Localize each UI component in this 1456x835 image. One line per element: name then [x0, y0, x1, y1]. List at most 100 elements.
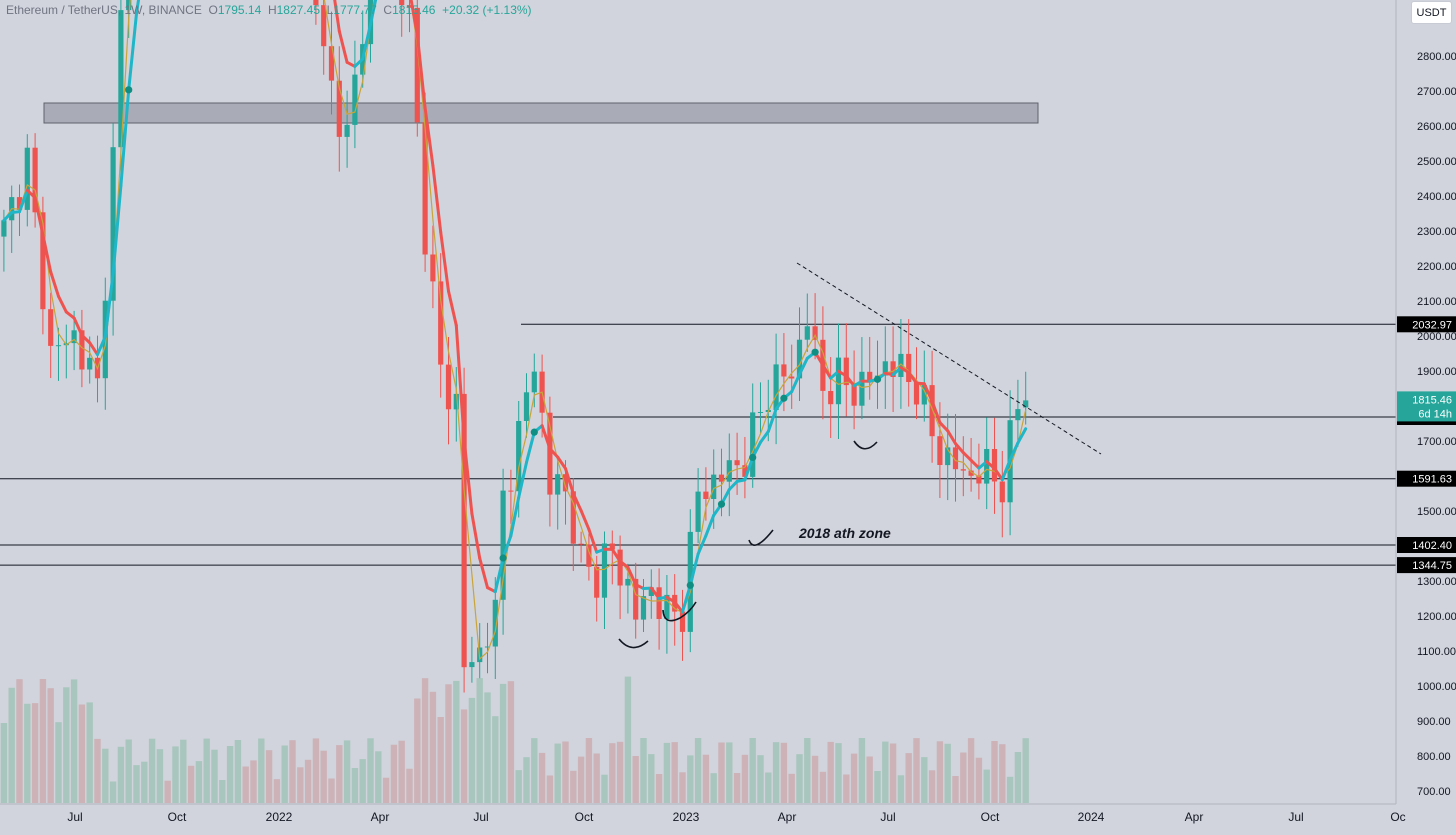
volume-bar [375, 751, 381, 803]
volume-bar [71, 679, 77, 803]
volume-bar [906, 753, 912, 803]
candle-body [735, 460, 740, 465]
time-tick-label: Oc [1390, 810, 1405, 824]
price-tick-label: 1900.00 [1417, 366, 1456, 378]
time-tick-label: Jul [880, 810, 895, 824]
candle-body [25, 148, 30, 210]
volume-bar [991, 741, 997, 803]
ema-dot [749, 454, 756, 461]
high-value: 1827.45 [277, 3, 320, 17]
volume-bar [313, 738, 319, 803]
volume-bar [945, 744, 951, 803]
volume-bar [976, 758, 982, 803]
volume-bar [40, 679, 46, 803]
price-tick-label: 2300.00 [1417, 226, 1456, 238]
currency-button[interactable]: USDT [1411, 1, 1452, 24]
volume-bar [531, 738, 537, 803]
volume-bar [968, 738, 974, 803]
volume-bar [321, 751, 327, 803]
volume-bar [399, 741, 405, 803]
candle-body [961, 469, 966, 470]
candle-body [1, 220, 6, 236]
volume-bar [172, 746, 178, 803]
time-tick-label: Jul [473, 810, 488, 824]
volume-bar [578, 757, 584, 803]
candle-body [805, 326, 810, 339]
volume-bar [141, 762, 147, 803]
candle-body [1000, 482, 1005, 503]
ema-dot [500, 554, 507, 561]
volume-bar [461, 709, 467, 803]
volume-bar [219, 780, 225, 803]
volume-bar [336, 745, 342, 803]
volume-bar [539, 753, 545, 803]
volume-bar [16, 679, 22, 803]
candle-body [625, 579, 630, 586]
price-tick-label: 2500.00 [1417, 156, 1456, 168]
volume-bar [703, 755, 709, 803]
volume-bar [562, 742, 568, 804]
volume-bar [204, 739, 210, 803]
volume-bar [110, 782, 116, 804]
volume-bar [1007, 777, 1013, 803]
price-tick-label: 700.00 [1417, 786, 1451, 798]
volume-bar [274, 779, 280, 803]
volume-bar [352, 768, 358, 803]
volume-bar [625, 677, 631, 803]
volume-bar [438, 717, 444, 803]
volume-bar [484, 692, 490, 803]
volume-bar [1, 723, 7, 803]
volume-bar [882, 742, 888, 803]
volume-bar [820, 772, 826, 803]
volume-bar [328, 779, 334, 804]
candle-body [524, 392, 529, 421]
volume-bar [555, 744, 561, 803]
candle-body [641, 596, 646, 620]
volume-bar [796, 754, 802, 803]
volume-bar [180, 740, 186, 803]
time-tick-label: Oct [168, 810, 187, 824]
low-value: 1777.77 [333, 3, 376, 17]
candle-body [719, 475, 724, 482]
volume-bar [469, 698, 475, 803]
volume-bar [227, 746, 233, 803]
price-tick-label: 2700.00 [1417, 86, 1456, 98]
volume-bar [79, 705, 85, 804]
volume-bar [492, 716, 498, 803]
candle-body [937, 436, 942, 465]
volume-bar [367, 738, 373, 803]
volume-bar [63, 687, 69, 803]
volume-bar [757, 755, 763, 803]
volume-bar [672, 742, 678, 803]
candle-body [446, 365, 451, 410]
ema-dot [687, 582, 694, 589]
price-tick-label: 1700.00 [1417, 436, 1456, 448]
volume-bar [297, 767, 303, 803]
volume-bar [570, 771, 576, 803]
volume-bar [32, 703, 38, 803]
volume-bar [789, 774, 795, 803]
volume-bar [516, 770, 522, 803]
volume-bar [859, 738, 865, 803]
price-tick-label: 1500.00 [1417, 506, 1456, 518]
volume-bar [601, 775, 607, 803]
last-price-text: 1815.46 [1412, 394, 1452, 406]
candle-body [906, 354, 911, 382]
volume-bar [952, 776, 958, 803]
open-value: 1795.14 [218, 3, 261, 17]
volume-bar [633, 756, 639, 803]
ema-dot [125, 86, 132, 93]
volume-bar [133, 765, 139, 803]
volume-bar [734, 773, 740, 803]
volume-bar [828, 742, 834, 803]
volume-bar [656, 774, 662, 803]
volume-bar [508, 681, 514, 803]
price-tick-label: 2200.00 [1417, 261, 1456, 273]
price-tick-label: 2600.00 [1417, 121, 1456, 133]
volume-bar [726, 742, 732, 803]
time-tick-label: 2024 [1078, 810, 1105, 824]
candle-body [48, 309, 53, 346]
candle-body [836, 358, 841, 405]
